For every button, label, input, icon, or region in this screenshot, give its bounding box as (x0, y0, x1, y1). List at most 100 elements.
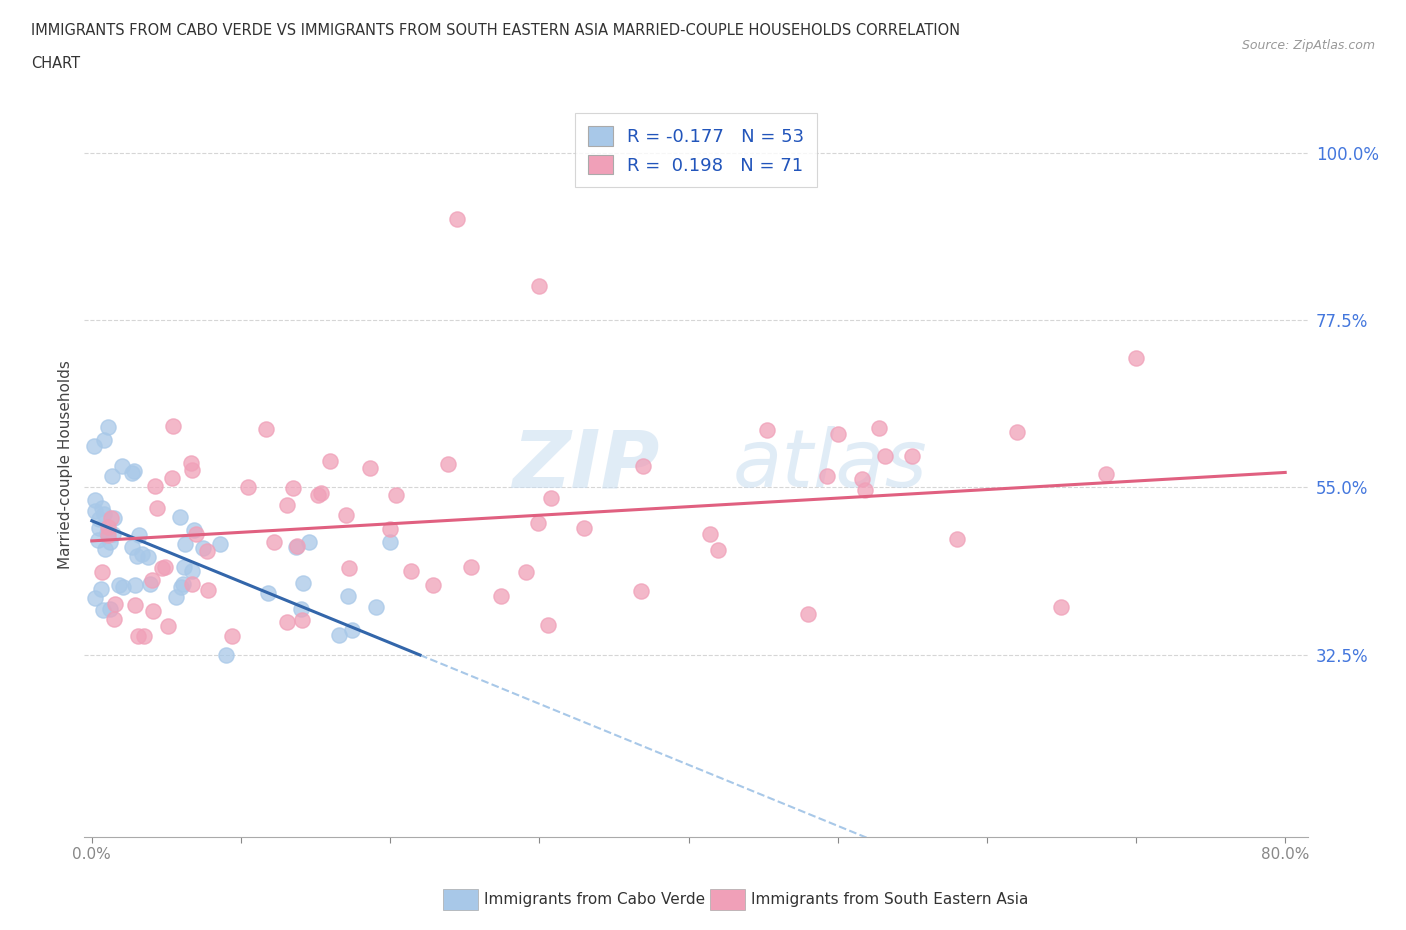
Point (215, 648, 238, 663)
Point (309, 485, 332, 500)
Point (153, 560, 176, 575)
Text: ZIP: ZIP (512, 426, 659, 504)
Point (197, 582, 219, 597)
Point (97, 419, 120, 434)
Point (173, 560, 195, 575)
Point (83, 591, 105, 605)
Point (1095, 467, 1118, 482)
Y-axis label: Married-couple Households: Married-couple Households (58, 361, 73, 569)
Point (491, 589, 513, 604)
Point (108, 578, 131, 592)
Point (298, 534, 321, 549)
Point (191, 540, 214, 555)
Point (446, 212, 468, 227)
Point (101, 526, 124, 541)
Point (83, 438, 105, 453)
Point (173, 537, 195, 551)
Point (122, 464, 145, 479)
Point (111, 458, 134, 473)
Point (540, 491, 562, 506)
Point (93, 432, 115, 447)
Point (183, 523, 205, 538)
Point (101, 469, 124, 484)
Point (707, 542, 730, 557)
Point (529, 279, 551, 294)
Point (93, 542, 115, 557)
Point (98, 535, 121, 550)
Point (111, 579, 134, 594)
Point (291, 613, 314, 628)
Point (156, 618, 179, 633)
Point (755, 422, 778, 437)
Point (537, 618, 560, 632)
Point (328, 628, 350, 643)
Point (337, 589, 360, 604)
Point (209, 537, 232, 551)
Point (366, 600, 388, 615)
Point (83, 504, 105, 519)
Point (307, 487, 329, 502)
Point (180, 577, 202, 591)
Point (125, 549, 148, 564)
Text: atlas: atlas (733, 426, 928, 504)
Point (136, 550, 159, 565)
Point (97, 520, 120, 535)
Point (143, 478, 166, 493)
Point (340, 623, 363, 638)
Point (90, 565, 112, 579)
Point (104, 596, 127, 611)
Point (90, 581, 112, 596)
Point (181, 563, 204, 578)
Point (162, 418, 184, 433)
Point (291, 575, 314, 590)
Text: IMMIGRANTS FROM CABO VERDE VS IMMIGRANTS FROM SOUTH EASTERN ASIA MARRIED-COUPLE : IMMIGRANTS FROM CABO VERDE VS IMMIGRANTS… (31, 23, 960, 38)
Point (93, 507, 115, 522)
Point (91, 603, 114, 618)
Point (319, 454, 342, 469)
Point (146, 500, 169, 515)
Point (128, 528, 150, 543)
Point (87, 532, 110, 547)
Point (436, 457, 458, 472)
Point (180, 463, 202, 478)
Point (124, 598, 146, 613)
Point (195, 543, 218, 558)
Point (96, 525, 118, 540)
Point (263, 535, 285, 550)
Point (335, 508, 357, 523)
Point (124, 578, 146, 592)
Point (103, 612, 125, 627)
Text: Immigrants from Cabo Verde: Immigrants from Cabo Verde (484, 892, 704, 907)
Point (172, 577, 194, 591)
Text: Immigrants from South Eastern Asia: Immigrants from South Eastern Asia (751, 892, 1028, 907)
Point (337, 560, 360, 575)
Point (91, 500, 114, 515)
Point (100, 511, 122, 525)
Point (868, 420, 890, 435)
Point (254, 421, 277, 436)
Point (385, 487, 408, 502)
Point (152, 561, 174, 576)
Point (380, 535, 402, 550)
Point (853, 482, 876, 497)
Point (515, 565, 537, 579)
Point (121, 539, 143, 554)
Point (815, 469, 838, 484)
Point (290, 602, 312, 617)
Point (98, 601, 121, 616)
Point (359, 460, 381, 475)
Point (169, 510, 191, 525)
Point (103, 511, 125, 525)
Point (257, 586, 280, 601)
Point (630, 583, 652, 598)
Point (827, 426, 849, 441)
Point (276, 498, 298, 512)
Point (83, 492, 105, 507)
Point (127, 629, 149, 644)
Point (221, 629, 243, 644)
Point (285, 539, 308, 554)
Point (1005, 424, 1028, 439)
Point (138, 577, 160, 591)
Point (1125, 351, 1147, 365)
Point (901, 448, 924, 463)
